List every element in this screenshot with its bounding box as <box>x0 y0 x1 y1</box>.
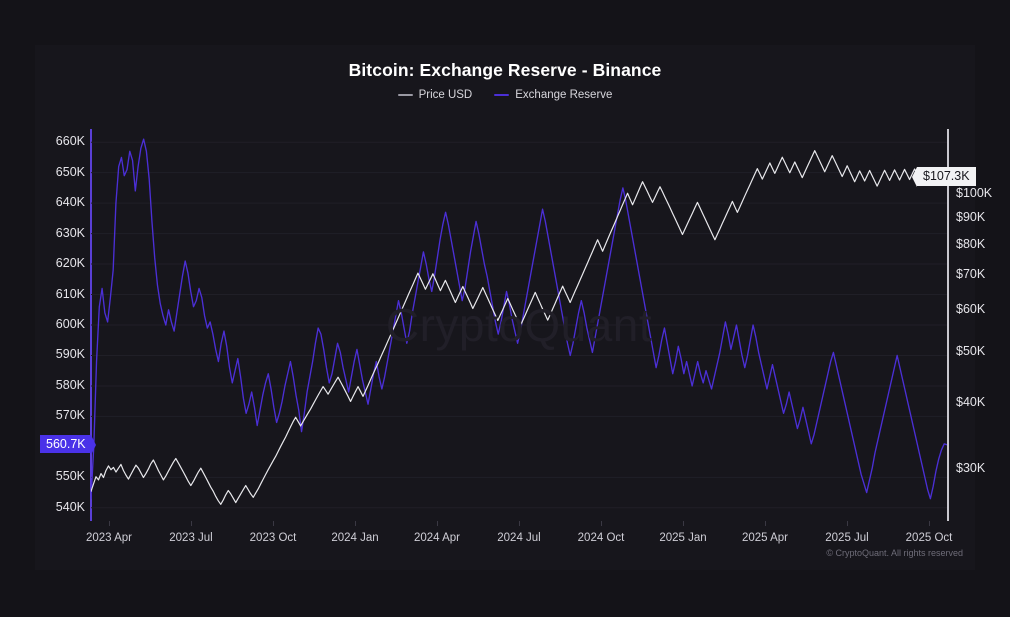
legend-swatch-price-usd <box>397 94 413 96</box>
left-axis-tick-label: 550K <box>55 469 85 484</box>
chart-panel: Bitcoin: Exchange Reserve - Binance Pric… <box>35 45 992 570</box>
left-axis-tick-label: 600K <box>55 317 85 331</box>
left-axis-tick-label: 590K <box>55 347 85 362</box>
left-axis-tick-label: 620K <box>55 256 85 271</box>
right-axis-tick-label: $30K <box>956 460 986 475</box>
reserve-value-badge: 560.7K <box>40 434 96 455</box>
gridlines <box>91 141 947 509</box>
x-axis-tick-label: 2023 Apr <box>85 532 133 544</box>
chart-canvas <box>91 138 947 509</box>
legend-item-price-usd[interactable]: Price USD <box>397 89 473 101</box>
legend-item-exchange-reserve[interactable]: Exchange Reserve <box>494 89 612 101</box>
x-axis-tick-mark <box>191 521 192 526</box>
price-value-badge: $107.3K <box>912 167 976 187</box>
left-axis-tick-label: 640K <box>55 195 85 210</box>
x-axis-tick-mark <box>847 521 848 526</box>
right-axis-tick-label: $70K <box>956 267 986 282</box>
left-axis-spine <box>90 129 92 521</box>
right-axis-tick-label: $60K <box>956 302 986 317</box>
x-axis-tick-label: 2024 Apr <box>413 532 461 544</box>
plot-area[interactable]: CryptoQuant <box>91 130 947 520</box>
x-axis-tick-label: 2023 Oct <box>249 532 297 544</box>
legend-swatch-exchange-reserve <box>494 94 510 96</box>
series-line-exchange-reserve <box>91 138 947 500</box>
x-axis-tick-label: 2024 Oct <box>577 532 625 544</box>
x-axis-tick-mark <box>109 521 110 526</box>
left-axis-tick-label: 570K <box>55 408 85 423</box>
x-axis-tick-label: 2025 Apr <box>741 532 789 544</box>
left-axis-tick-label: 580K <box>55 377 85 392</box>
left-axis-tick-label: 650K <box>55 164 85 179</box>
series-line-price-usd <box>91 150 947 505</box>
left-axis-tick-label: 660K <box>55 134 85 149</box>
right-axis-tick-label: $90K <box>956 209 986 224</box>
legend-label-price-usd: Price USD <box>418 89 473 101</box>
x-axis-tick-label: 2023 Jul <box>169 532 213 544</box>
x-axis-tick-label: 2025 Jan <box>659 532 707 544</box>
left-axis-tick-label: 610K <box>55 286 85 301</box>
x-axis-tick-mark <box>355 521 356 526</box>
right-axis-tick-label: $80K <box>956 236 986 251</box>
chart-legend: Price USD Exchange Reserve <box>35 89 975 101</box>
right-axis-spine <box>947 129 949 521</box>
x-axis-tick-label: 2024 Jan <box>331 532 379 544</box>
right-axis-tick-label: $100K <box>956 185 993 200</box>
x-axis-tick-mark <box>929 521 930 526</box>
x-axis-tick-label: 2024 Jul <box>497 532 541 544</box>
x-axis-tick-mark <box>765 521 766 526</box>
right-axis-tick-label: $40K <box>956 395 986 410</box>
x-axis-tick-label: 2025 Jul <box>825 532 869 544</box>
x-axis-tick-label: 2025 Oct <box>905 532 953 544</box>
page-title: Bitcoin: Exchange Reserve - Binance <box>348 60 662 80</box>
x-axis-tick-mark <box>519 521 520 526</box>
x-axis-tick-mark <box>601 521 602 526</box>
copyright-credit: © CryptoQuant. All rights reserved <box>826 548 963 558</box>
left-axis-tick-label: 540K <box>55 499 85 514</box>
left-axis-tick-label: 630K <box>55 225 85 240</box>
x-axis-tick-mark <box>437 521 438 526</box>
legend-label-exchange-reserve: Exchange Reserve <box>515 89 613 101</box>
right-axis-tick-label: $50K <box>956 344 986 359</box>
x-axis-tick-mark <box>273 521 274 526</box>
x-axis-tick-mark <box>683 521 684 526</box>
